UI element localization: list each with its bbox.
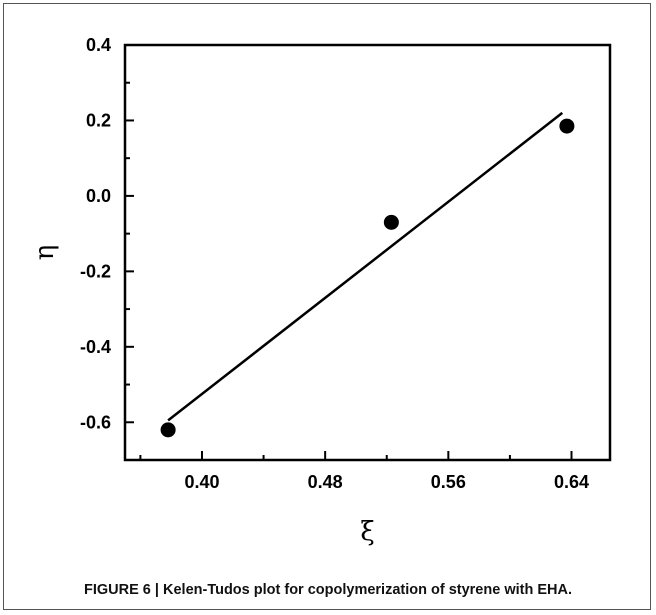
y-tick-label: -0.2 [80, 261, 111, 281]
fit-line [167, 111, 564, 422]
caption-label: FIGURE 6 | [84, 582, 159, 598]
plot-area [123, 43, 612, 462]
kelen-tudos-chart: 0.40 0.48 0.56 0.64 -0.6 -0.4 -0.2 0.0 0.2 0.4 ξ… [30, 35, 612, 547]
data-point [160, 422, 176, 438]
data-point [559, 118, 575, 134]
y-axis-tick-labels: -0.6 -0.4 -0.2 0.0 0.2 0.4 [80, 35, 111, 432]
y-tick-label: 0.2 [86, 110, 111, 130]
series-layer [160, 111, 575, 438]
figure-caption: FIGURE 6 | Kelen-Tudos plot for copolyme… [0, 582, 656, 598]
data-point [383, 214, 399, 230]
x-tick-label: 0.40 [184, 472, 219, 492]
y-tick-label: 0.4 [86, 35, 111, 55]
x-axis-ticks [139, 451, 573, 460]
y-axis-title: η [30, 245, 60, 261]
y-tick-label: 0.0 [86, 186, 111, 206]
x-tick-label: 0.56 [431, 472, 466, 492]
y-axis-ticks [125, 44, 134, 461]
x-axis-title: ξ [360, 517, 374, 547]
y-tick-label: -0.6 [80, 412, 111, 432]
x-tick-label: 0.64 [554, 472, 589, 492]
caption-text: Kelen-Tudos plot for copolymerization of… [163, 582, 572, 598]
x-tick-label: 0.48 [308, 472, 343, 492]
y-tick-label: -0.4 [80, 337, 111, 357]
figure-frame [3, 3, 651, 610]
x-axis-tick-labels: 0.40 0.48 0.56 0.64 [184, 472, 589, 492]
